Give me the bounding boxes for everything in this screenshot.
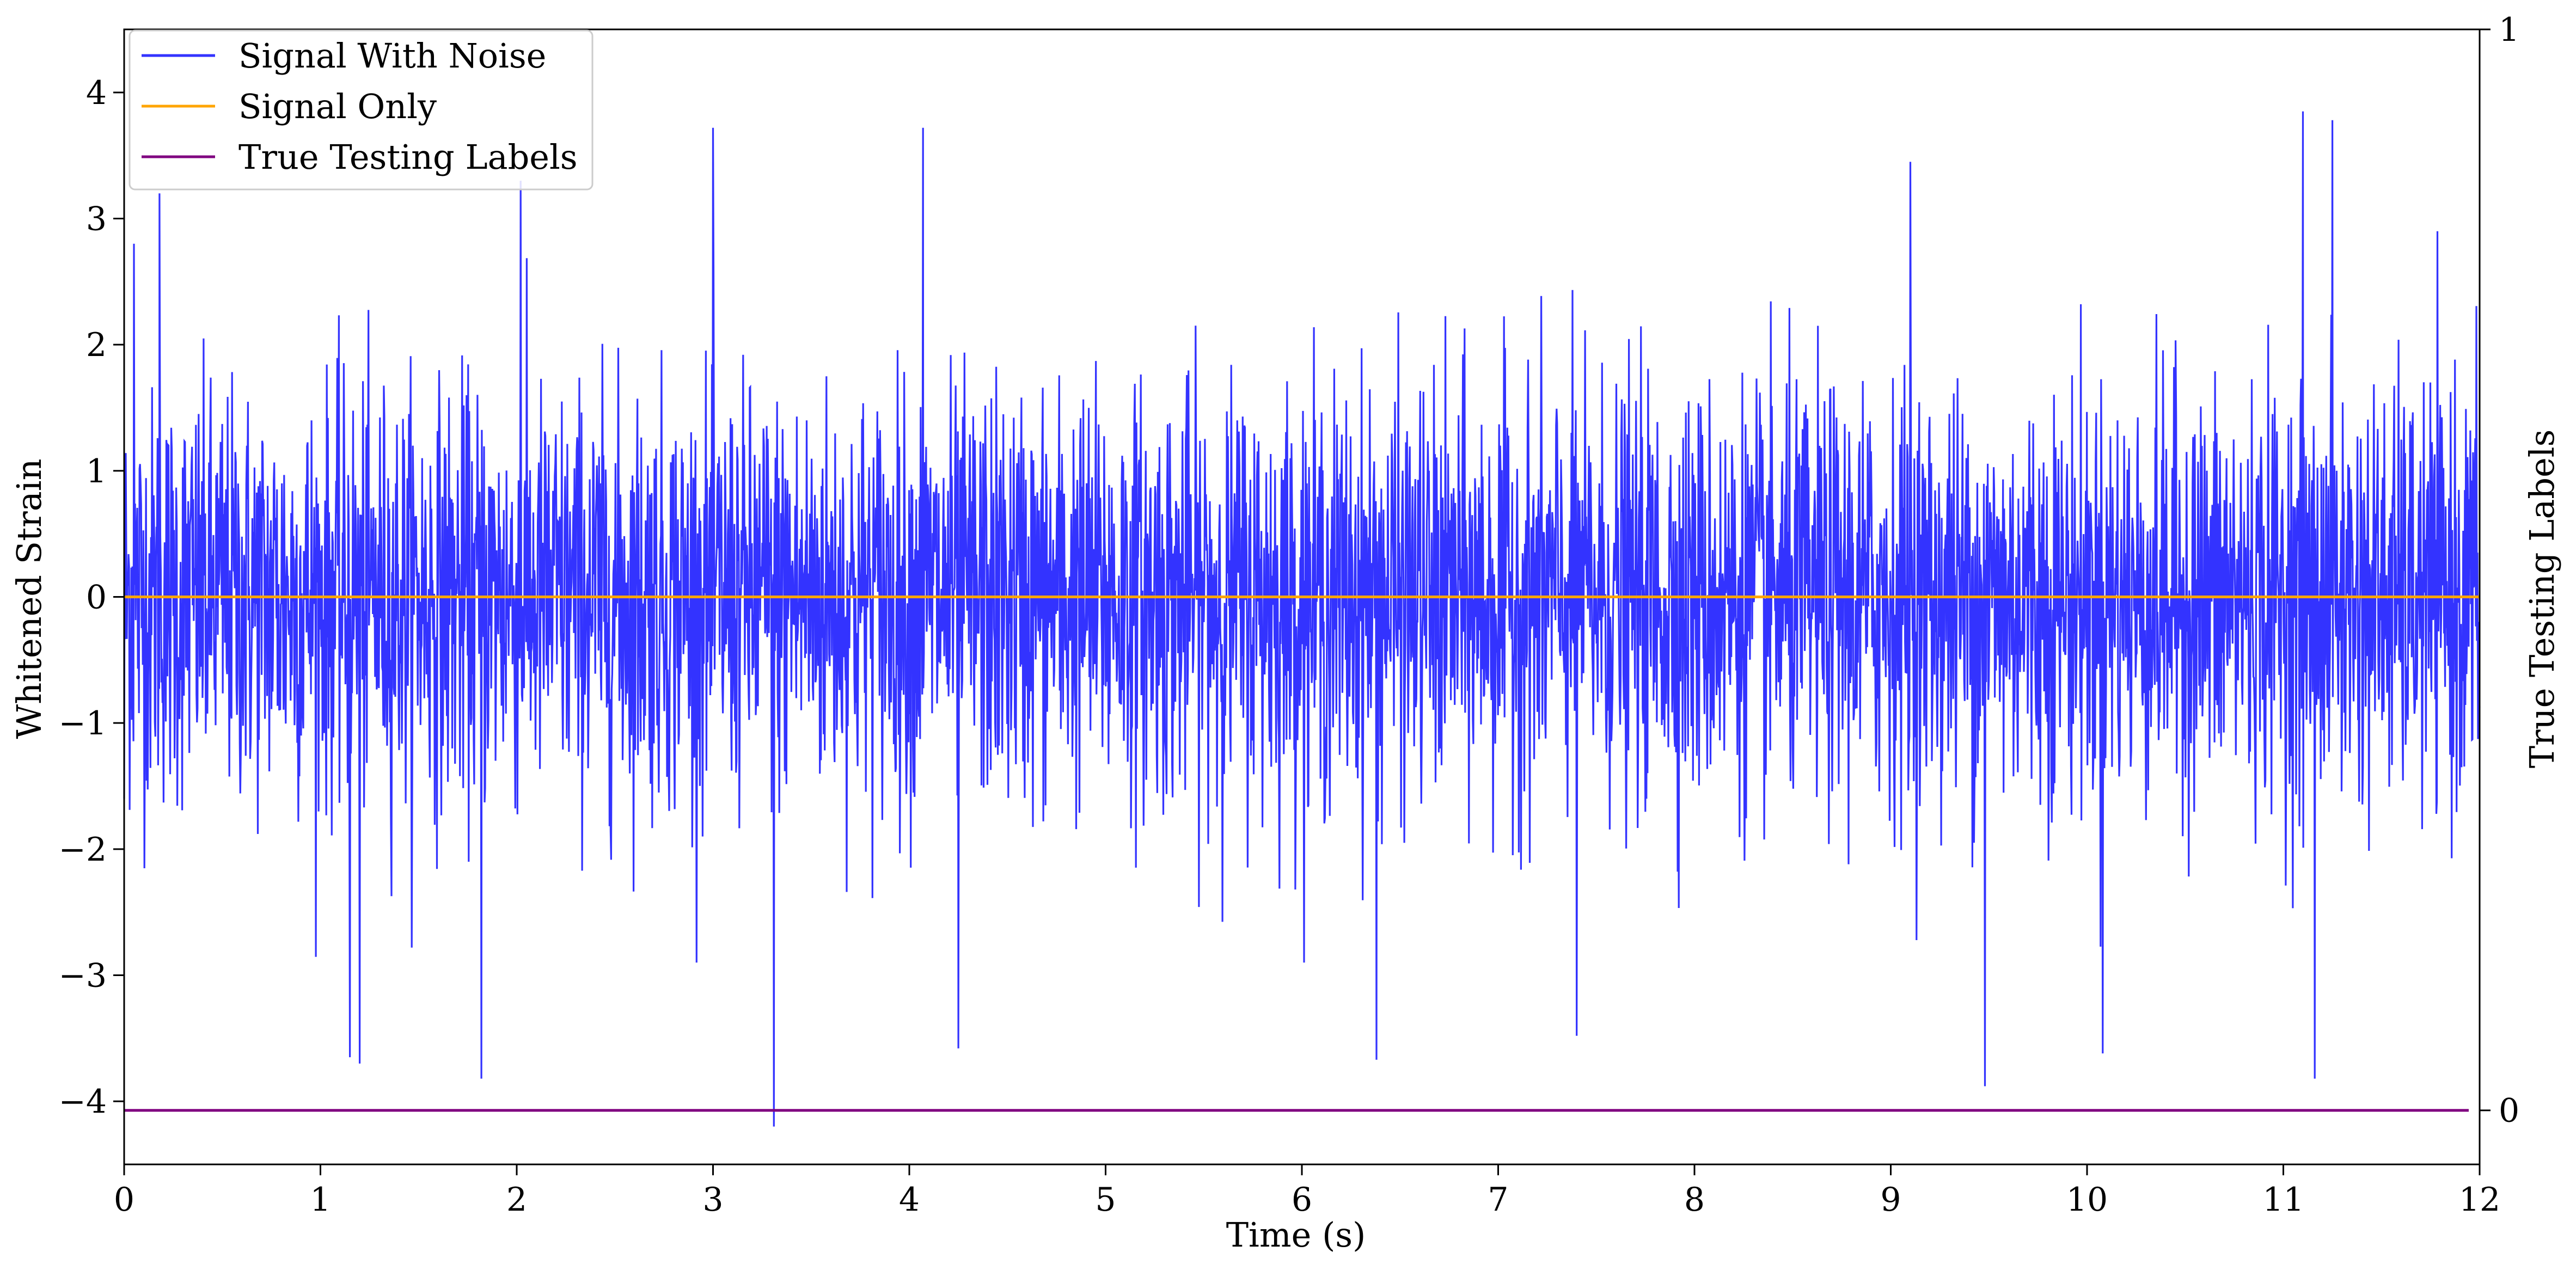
x-tick-label: 3 (702, 1181, 723, 1219)
legend-label-signal-with-noise: Signal With Noise (238, 36, 546, 76)
signal-with-noise-line (123, 111, 2481, 1127)
x-tick-label: 1 (310, 1181, 331, 1219)
y-axis-ticks: −4 −3 −2 −1 0 1 2 3 4 (59, 74, 124, 1121)
y2-axis-ticks: 01 (2480, 11, 2519, 1130)
x-axis-ticks: 0 1 2 3 4 5 6 7 8 9 10 11 12 (114, 1164, 2500, 1219)
x-tick-label: 10 (2066, 1181, 2108, 1219)
x-tick-label: 11 (2262, 1181, 2304, 1219)
x-tick-label: 2 (506, 1181, 527, 1219)
legend: Signal With Noise Signal Only True Testi… (129, 29, 593, 191)
x-tick-label: 8 (1684, 1181, 1705, 1219)
y-tick-label: 3 (86, 200, 107, 238)
x-tick-label: 7 (1488, 1181, 1508, 1219)
y-tick-label: −3 (59, 957, 107, 995)
x-tick-label: 0 (114, 1181, 134, 1219)
x-axis-title: Time (s) (1226, 1215, 1366, 1255)
y2-tick-label: 0 (2499, 1092, 2519, 1130)
y-tick-label: 2 (86, 326, 107, 364)
y-tick-label: −4 (59, 1083, 107, 1121)
x-tick-label: 5 (1095, 1181, 1116, 1219)
x-tick-label: 6 (1292, 1181, 1312, 1219)
y-tick-label: 4 (86, 74, 107, 112)
legend-label-true-testing-labels: True Testing Labels (238, 137, 578, 177)
legend-label-signal-only: Signal Only (238, 87, 437, 126)
y2-tick-label: 1 (2499, 11, 2519, 49)
y-tick-label: 0 (86, 579, 107, 617)
y-axis-title: Whitened Strain (9, 459, 49, 739)
y-tick-label: −2 (59, 831, 107, 869)
y2-axis-title: True Testing Labels (2522, 430, 2562, 769)
signal-with-noise-path (123, 111, 2481, 1127)
x-tick-label: 12 (2459, 1181, 2500, 1219)
x-tick-label: 9 (1880, 1181, 1901, 1219)
y-tick-label: 1 (86, 452, 107, 490)
x-tick-label: 4 (899, 1181, 920, 1219)
legend-box (129, 29, 593, 191)
y-tick-label: −1 (59, 704, 107, 743)
